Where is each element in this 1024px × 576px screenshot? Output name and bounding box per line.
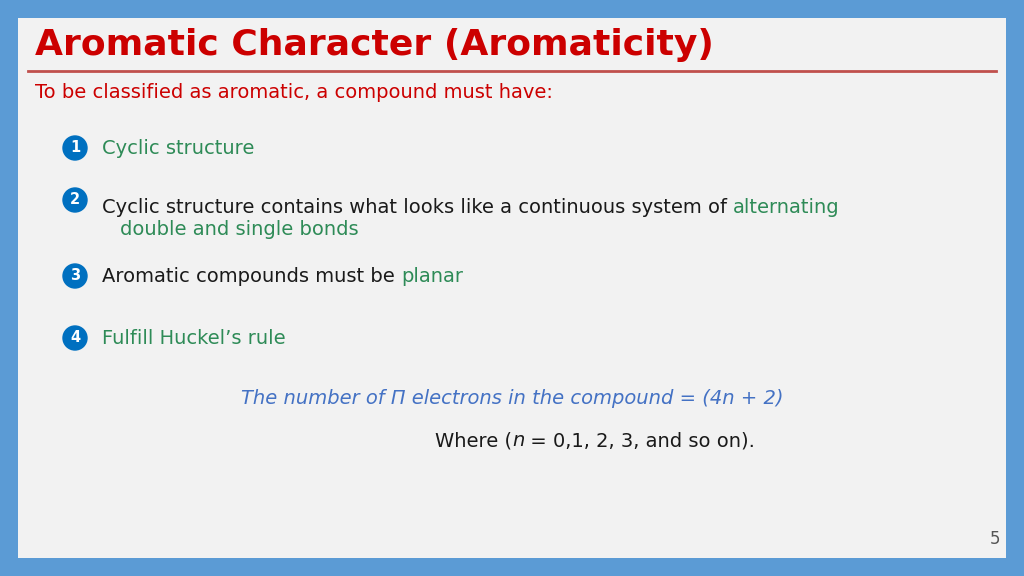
- Text: The number of Π electrons in the compound = (4n + 2): The number of Π electrons in the compoun…: [241, 388, 783, 407]
- Text: double and single bonds: double and single bonds: [120, 220, 358, 239]
- Text: planar: planar: [401, 267, 463, 286]
- Text: To be classified as aromatic, a compound must have:: To be classified as aromatic, a compound…: [35, 83, 553, 102]
- Text: Cyclic structure contains what looks like a continuous system of: Cyclic structure contains what looks lik…: [102, 198, 733, 217]
- Text: 1: 1: [70, 141, 80, 156]
- Circle shape: [63, 188, 87, 212]
- Text: 4: 4: [70, 331, 80, 346]
- Text: alternating: alternating: [733, 198, 840, 217]
- Circle shape: [63, 264, 87, 288]
- Text: Where (: Where (: [435, 431, 512, 450]
- Text: 5: 5: [989, 530, 1000, 548]
- Text: Aromatic Character (Aromaticity): Aromatic Character (Aromaticity): [35, 28, 714, 62]
- Text: Aromatic compounds must be: Aromatic compounds must be: [102, 267, 401, 286]
- Text: Fulfill Huckel’s rule: Fulfill Huckel’s rule: [102, 328, 286, 347]
- Text: 2: 2: [70, 192, 80, 207]
- Text: = 0,1, 2, 3, and so on).: = 0,1, 2, 3, and so on).: [524, 431, 756, 450]
- Text: 3: 3: [70, 268, 80, 283]
- Text: n: n: [512, 431, 524, 450]
- Circle shape: [63, 136, 87, 160]
- Text: Cyclic structure: Cyclic structure: [102, 138, 254, 157]
- Text: n: n: [512, 431, 524, 450]
- Circle shape: [63, 326, 87, 350]
